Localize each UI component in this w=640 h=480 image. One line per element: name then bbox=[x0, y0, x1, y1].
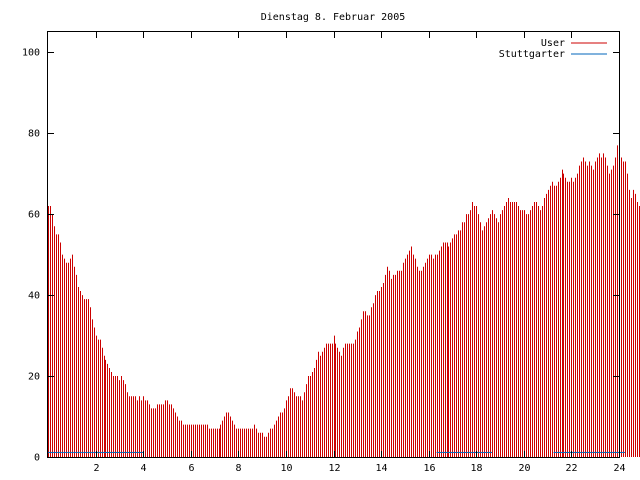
chart-title: Dienstag 8. Februar 2005 bbox=[261, 12, 406, 23]
series-user-bars bbox=[48, 145, 640, 457]
x-tick-label: 18 bbox=[470, 463, 482, 474]
y-tick-label: 80 bbox=[28, 129, 40, 140]
y-tick-label: 40 bbox=[28, 291, 40, 302]
legend: User Stuttgarter bbox=[499, 38, 607, 60]
x-tick-label: 2 bbox=[93, 463, 99, 474]
plot-frame bbox=[47, 31, 620, 458]
x-tick-label: 16 bbox=[423, 463, 435, 474]
x-tick-label: 6 bbox=[188, 463, 194, 474]
x-tick-label: 10 bbox=[280, 463, 292, 474]
x-tick-label: 14 bbox=[375, 463, 387, 474]
x-tick-label: 24 bbox=[613, 463, 625, 474]
x-tick-label: 8 bbox=[235, 463, 241, 474]
y-axis: 0 20 40 60 80 100 bbox=[22, 48, 619, 464]
y-tick-label: 20 bbox=[28, 372, 40, 383]
legend-stuttgarter-label: Stuttgarter bbox=[499, 49, 565, 60]
y-tick-label: 0 bbox=[34, 453, 40, 464]
x-axis: 2 4 6 8 10 12 14 16 18 20 22 24 bbox=[93, 32, 626, 474]
y-tick-label: 60 bbox=[28, 210, 40, 221]
x-tick-label: 12 bbox=[328, 463, 340, 474]
legend-user-label: User bbox=[541, 38, 565, 49]
y-tick-label: 100 bbox=[22, 48, 40, 59]
x-tick-label: 22 bbox=[565, 463, 577, 474]
x-tick-label: 4 bbox=[140, 463, 146, 474]
x-tick-label: 20 bbox=[518, 463, 530, 474]
